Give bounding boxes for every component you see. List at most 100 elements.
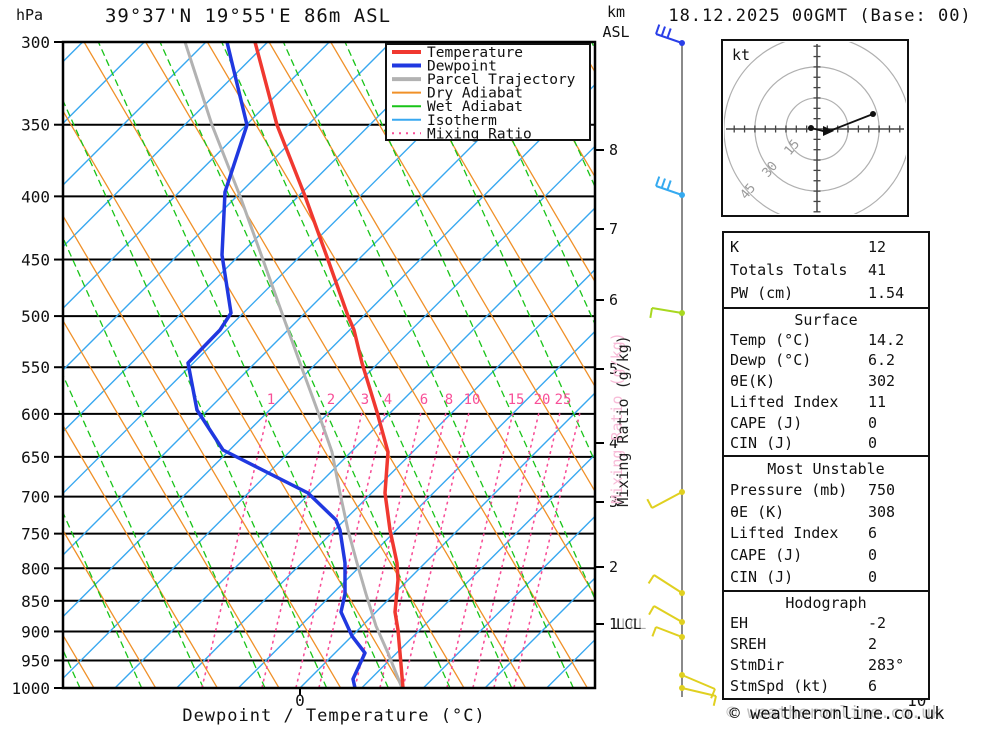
row-value: 283° [868, 656, 905, 674]
wind-barb [649, 307, 685, 319]
axis-label: 1 [609, 615, 618, 633]
row-value: 11 [868, 392, 887, 411]
table-row: Pressure (mb) 750 [730, 480, 922, 500]
parcel-trajectory-curve [183, 43, 404, 687]
row-label: Pressure (mb) [730, 480, 848, 499]
row-value: 41 [868, 261, 887, 279]
axis-label: 950 [21, 651, 50, 670]
axis-label: LCL [616, 617, 641, 633]
axis-label: 5 [609, 360, 618, 378]
km-axis-labels: 8 7 6 5 4 3 2 1 [595, 141, 618, 633]
row-label: SREH [730, 635, 767, 653]
row-label: Lifted Index [730, 392, 839, 411]
row-value: -2 [868, 614, 887, 632]
surface-box: Surface Temp (°C) 14.2 Dewp (°C) 6.2 θE(K) 302… [722, 307, 930, 457]
table-row: Temp (°C) 14.2 [730, 330, 922, 350]
row-value: 0 [868, 434, 878, 453]
axis-label: 500 [21, 307, 50, 326]
axis-label: 1000 [11, 679, 50, 698]
axis-label: 450 [21, 251, 50, 270]
table-row: Lifted Index 6 [730, 523, 922, 543]
row-value: 0 [868, 546, 878, 565]
legend-label: Isotherm [427, 113, 497, 129]
row-value: 0 [868, 413, 878, 432]
box-header: Most Unstable [767, 459, 885, 478]
row-value: 6.2 [868, 351, 896, 370]
axis-label: 4 [609, 434, 618, 452]
axis-label: 4 [384, 392, 392, 408]
table-row: CAPE (J) 0 [730, 545, 922, 565]
table-row: CAPE (J) 0 [730, 413, 922, 433]
row-label: K [730, 238, 740, 256]
isotherm-lines [64, 43, 594, 687]
table-row: K 12 [730, 237, 922, 257]
axis-label: 700 [21, 488, 50, 507]
table-row: Lifted Index 11 [730, 392, 922, 412]
temperature-curve [253, 43, 405, 687]
wind-barb [679, 685, 717, 706]
axis-label: 1 [267, 392, 275, 408]
datetime-title: 18.12.2025 00GMT (Base: 00) [668, 6, 972, 26]
row-label: StmDir [730, 656, 785, 674]
row-label: PW (cm) [730, 284, 794, 302]
axis-label: 600 [21, 405, 50, 424]
legend-label: Parcel Trajectory [427, 72, 576, 88]
mixing-ratio-lines [201, 413, 581, 687]
mixing-ratio-labels: 1 2 3 4 6 8 10 15 20 25 [267, 392, 572, 408]
axis-label: 10 [464, 392, 481, 408]
legend-label: Dry Adiabat [427, 86, 523, 102]
box-header: Hodograph [785, 594, 867, 612]
row-value: 14.2 [868, 330, 905, 349]
axis-label: 350 [21, 116, 50, 135]
copyright-text: © weatheronline.co.uk [729, 704, 945, 724]
box-header: Surface [794, 310, 858, 329]
table-row: CIN (J) 0 [730, 567, 922, 587]
axis-label: 0 [295, 691, 305, 710]
legend-label: Temperature [427, 45, 523, 61]
table-row: StmDir 283° [730, 655, 922, 675]
axis-label: 25 [555, 392, 572, 408]
row-label: CIN (J) [730, 434, 794, 453]
table-row: CIN (J) 0 [730, 433, 922, 453]
axis-label: LCL [621, 617, 646, 633]
row-label: EH [730, 614, 749, 632]
row-value: 0 [868, 568, 878, 587]
legend-label: Wet Adiabat [427, 99, 523, 115]
x-axis-title: Dewpoint / Temperature (°C) [182, 706, 486, 726]
mixing-axis-label: Mixing Ratio (g/kg)Mixing Ratio (g/kg) [608, 332, 632, 507]
row-label: Lifted Index [730, 524, 839, 543]
axis-label: 800 [21, 559, 50, 578]
table-row: θE (K) 308 [730, 502, 922, 522]
hodograph-unit-label: kt [732, 46, 750, 64]
row-label: CIN (J) [730, 568, 794, 587]
axis-label: 3 [361, 392, 369, 408]
wet-adiabat-lines [64, 43, 594, 687]
dewpoint-curve [186, 43, 367, 687]
row-label: θE(K) [730, 372, 776, 390]
row-label: Dewp (°C) [730, 351, 812, 370]
axis-label: 400 [21, 187, 50, 206]
axis-label: 550 [21, 358, 50, 377]
table-row: θE(K) 302 [730, 371, 922, 391]
wind-barb [655, 24, 685, 46]
wind-barb [655, 176, 685, 198]
axis-label: 8 [609, 141, 618, 159]
row-value: 750 [868, 480, 896, 499]
table-row: StmSpd (kt) 6 [730, 676, 922, 696]
row-label: CAPE (J) [730, 413, 803, 432]
most-unstable-box: Most Unstable Pressure (mb) 750 θE (K) 308 Li… [722, 455, 930, 592]
table-row: Totals Totals 41 [730, 260, 922, 280]
row-label: Temp (°C) [730, 330, 812, 349]
pressure-axis-labels: 300 350 400 450 500 550 600 650 700 750 800 850 900 9… [11, 33, 63, 698]
plot-frame [61, 40, 597, 690]
wind-barb [646, 489, 685, 509]
axis-label: 6 [609, 291, 618, 309]
asl-unit: ASL [602, 23, 630, 41]
table-row: PW (cm) 1.54 [730, 283, 922, 303]
row-label: θE (K) [730, 502, 785, 521]
row-label: Totals Totals [730, 261, 848, 279]
axis-label: 15 [508, 392, 525, 408]
